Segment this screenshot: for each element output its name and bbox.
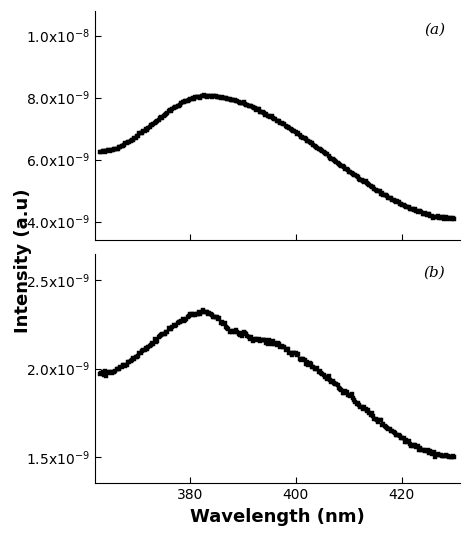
Text: (a): (a)	[424, 22, 445, 36]
Text: (b): (b)	[423, 266, 445, 280]
X-axis label: Wavelength (nm): Wavelength (nm)	[190, 508, 365, 526]
Text: Intensity (a.u): Intensity (a.u)	[14, 188, 32, 333]
